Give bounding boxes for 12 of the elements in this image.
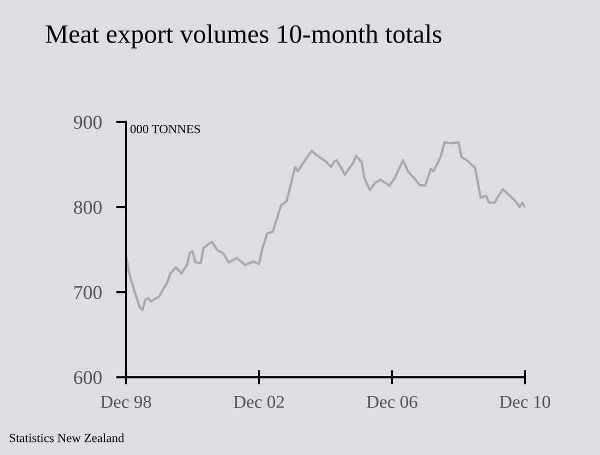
y-axis-title: 000 TONNES <box>130 124 200 134</box>
x-tick-label: Dec 02 <box>234 396 284 408</box>
y-tick-label: 900 <box>74 116 102 129</box>
y-tick-label: 600 <box>74 371 102 384</box>
y-tick-label: 800 <box>74 200 102 214</box>
x-tick-label: Dec 06 <box>366 396 418 408</box>
x-tick-label: Dec 10 <box>500 396 550 408</box>
y-tick-label: 700 <box>74 286 102 300</box>
text: Statistics New Zealand <box>10 433 124 442</box>
line-series <box>126 141 525 312</box>
x-tick-label: Dec 98 <box>100 396 152 408</box>
chart-title: Meat export volumes 10-month totals <box>46 24 442 48</box>
